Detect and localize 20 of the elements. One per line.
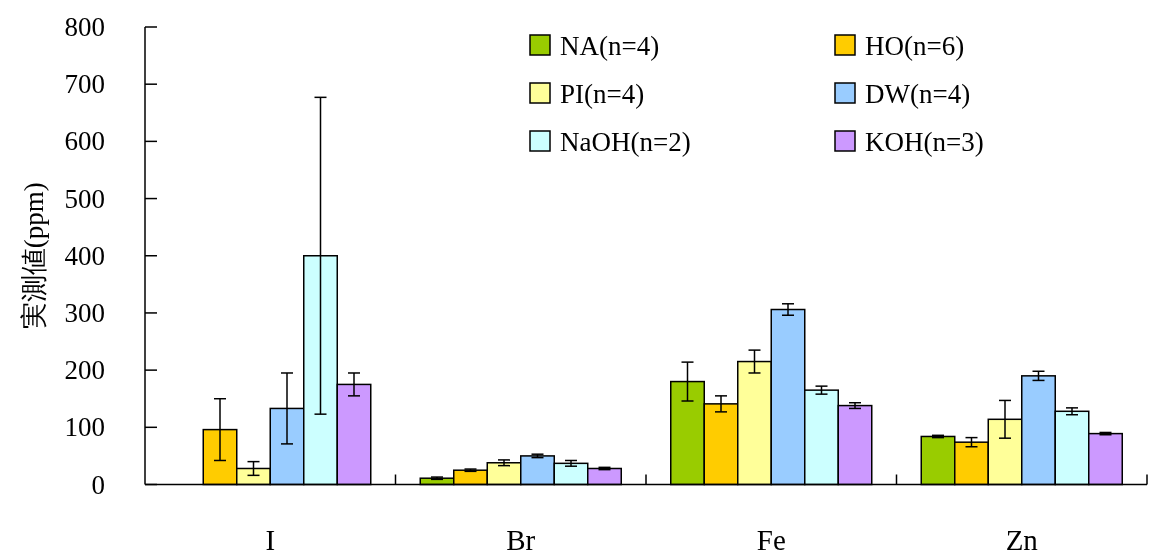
y-tick-label: 0 <box>91 469 105 500</box>
y-tick-label: 100 <box>64 412 105 443</box>
legend-label: HO(n=6) <box>865 31 965 61</box>
y-tick-label: 500 <box>64 183 105 214</box>
y-tick-label: 800 <box>64 12 105 42</box>
y-tick-label: 600 <box>64 126 105 157</box>
y-tick-label: 200 <box>64 355 105 386</box>
x-tick-label: Zn <box>1005 524 1039 552</box>
legend-label: NaOH(n=2) <box>560 127 691 157</box>
legend-label: KOH(n=3) <box>865 127 984 157</box>
y-tick-label: 300 <box>64 297 105 328</box>
legend-label: NA(n=4) <box>560 31 660 61</box>
y-tick-label: 400 <box>64 240 105 271</box>
x-tick-label: I <box>265 524 276 552</box>
x-tick-label: Fe <box>756 524 786 552</box>
x-tick-label: Br <box>506 524 536 552</box>
legend-label: DW(n=4) <box>865 79 971 109</box>
legend-label: PI(n=4) <box>560 79 645 109</box>
y-tick-label: 700 <box>64 69 105 100</box>
y-axis-title: 実測値(ppm) <box>19 182 49 330</box>
